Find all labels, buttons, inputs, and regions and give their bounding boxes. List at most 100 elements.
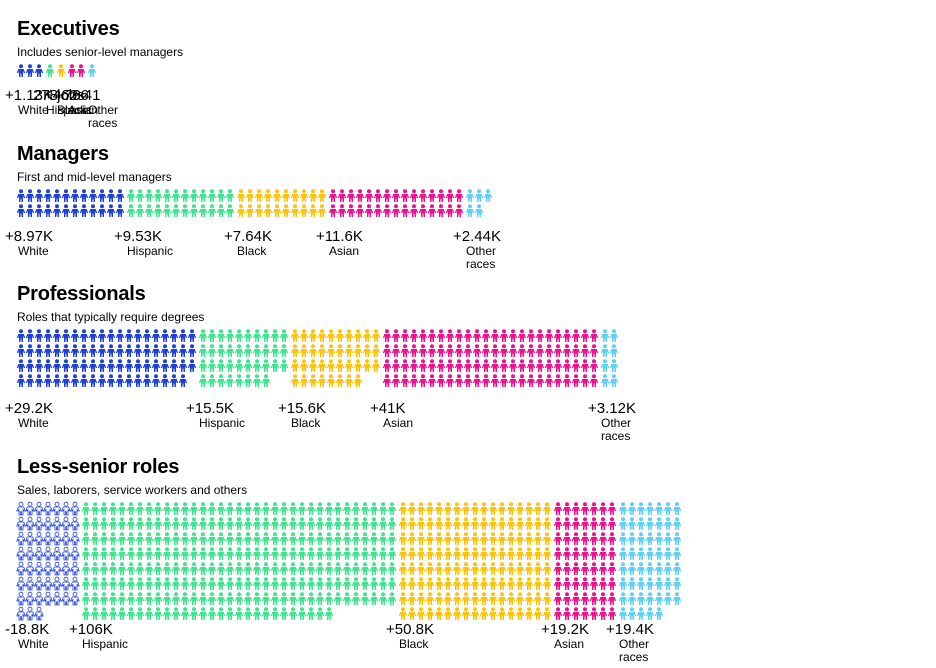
person-icon xyxy=(517,329,527,342)
person-icon xyxy=(416,562,426,575)
person-icon xyxy=(52,329,62,342)
value-label: +50.8K xyxy=(386,621,434,638)
section-title-executives: Executives xyxy=(17,18,120,40)
person-icon xyxy=(297,577,307,590)
person-icon xyxy=(178,329,188,342)
person-icon xyxy=(391,374,401,387)
person-icon xyxy=(153,547,163,560)
section-subtitle-less-senior-roles: Sales, laborers, service workers and oth… xyxy=(17,483,248,497)
person-icon xyxy=(171,592,181,605)
person-icon xyxy=(497,502,507,515)
person-icon xyxy=(207,189,217,202)
person-icon xyxy=(25,516,35,531)
person-icon xyxy=(135,547,145,560)
category-label: Asian xyxy=(329,244,360,258)
person-icon xyxy=(479,562,489,575)
person-icon xyxy=(654,547,664,560)
value-label: +29.2K xyxy=(5,400,53,417)
person-icon xyxy=(515,592,525,605)
person-icon xyxy=(398,577,408,590)
person-icon xyxy=(124,329,134,342)
person-icon xyxy=(600,329,610,342)
person-icon xyxy=(162,547,172,560)
person-icon xyxy=(126,562,136,575)
person-icon xyxy=(52,204,62,217)
person-icon xyxy=(88,359,98,372)
person-icon xyxy=(169,359,179,372)
person-icon xyxy=(245,204,255,217)
person-icon xyxy=(144,502,154,515)
person-icon xyxy=(162,562,172,575)
person-icon xyxy=(34,374,44,387)
person-icon xyxy=(425,532,435,545)
person-icon xyxy=(470,517,480,530)
person-icon xyxy=(663,562,673,575)
person-icon xyxy=(369,592,379,605)
person-icon xyxy=(99,502,109,515)
person-icon xyxy=(562,547,572,560)
person-icon xyxy=(99,532,109,545)
person-icon xyxy=(353,374,363,387)
person-icon xyxy=(270,502,280,515)
category-label: White xyxy=(18,416,49,430)
bar-other-races xyxy=(465,189,493,217)
person-icon xyxy=(324,517,334,530)
person-icon xyxy=(609,329,619,342)
person-icon xyxy=(663,592,673,605)
person-icon xyxy=(607,577,617,590)
person-icon xyxy=(524,577,534,590)
person-icon xyxy=(198,532,208,545)
person-icon xyxy=(517,344,527,357)
bar-white xyxy=(16,501,80,621)
person-icon xyxy=(479,517,489,530)
person-icon xyxy=(216,532,226,545)
person-icon xyxy=(43,546,53,561)
person-icon xyxy=(524,562,534,575)
person-icon xyxy=(97,189,107,202)
person-icon xyxy=(409,344,419,357)
bar-asian xyxy=(382,329,599,387)
person-icon xyxy=(135,502,145,515)
person-icon xyxy=(333,577,343,590)
person-icon xyxy=(225,502,235,515)
person-icon xyxy=(387,562,397,575)
person-icon xyxy=(443,502,453,515)
person-icon xyxy=(425,592,435,605)
person-icon xyxy=(542,607,552,620)
person-icon xyxy=(515,517,525,530)
person-icon xyxy=(533,562,543,575)
person-icon xyxy=(580,532,590,545)
person-icon xyxy=(43,359,53,372)
person-icon xyxy=(270,517,280,530)
person-icon xyxy=(454,189,464,202)
person-icon xyxy=(515,532,525,545)
data-label-white: -18.8K White xyxy=(5,622,49,651)
person-icon xyxy=(189,577,199,590)
person-icon xyxy=(508,344,518,357)
person-icon xyxy=(515,502,525,515)
person-icon xyxy=(225,607,235,620)
person-icon xyxy=(52,189,62,202)
person-icon xyxy=(499,329,509,342)
person-icon xyxy=(589,562,599,575)
person-icon xyxy=(180,547,190,560)
person-icon xyxy=(236,189,246,202)
person-icon xyxy=(571,517,581,530)
person-icon xyxy=(481,344,491,357)
person-icon xyxy=(427,359,437,372)
person-icon xyxy=(607,532,617,545)
person-icon xyxy=(306,502,316,515)
person-icon xyxy=(636,592,646,605)
person-icon xyxy=(627,577,637,590)
person-icon xyxy=(391,329,401,342)
person-icon xyxy=(571,577,581,590)
person-icon xyxy=(562,502,572,515)
person-icon xyxy=(16,204,26,217)
person-icon xyxy=(25,359,35,372)
person-icon xyxy=(272,204,282,217)
person-icon xyxy=(153,577,163,590)
section-subtitle-executives: Includes senior-level managers xyxy=(17,45,184,59)
person-icon xyxy=(542,502,552,515)
person-icon xyxy=(315,517,325,530)
person-icon xyxy=(234,607,244,620)
